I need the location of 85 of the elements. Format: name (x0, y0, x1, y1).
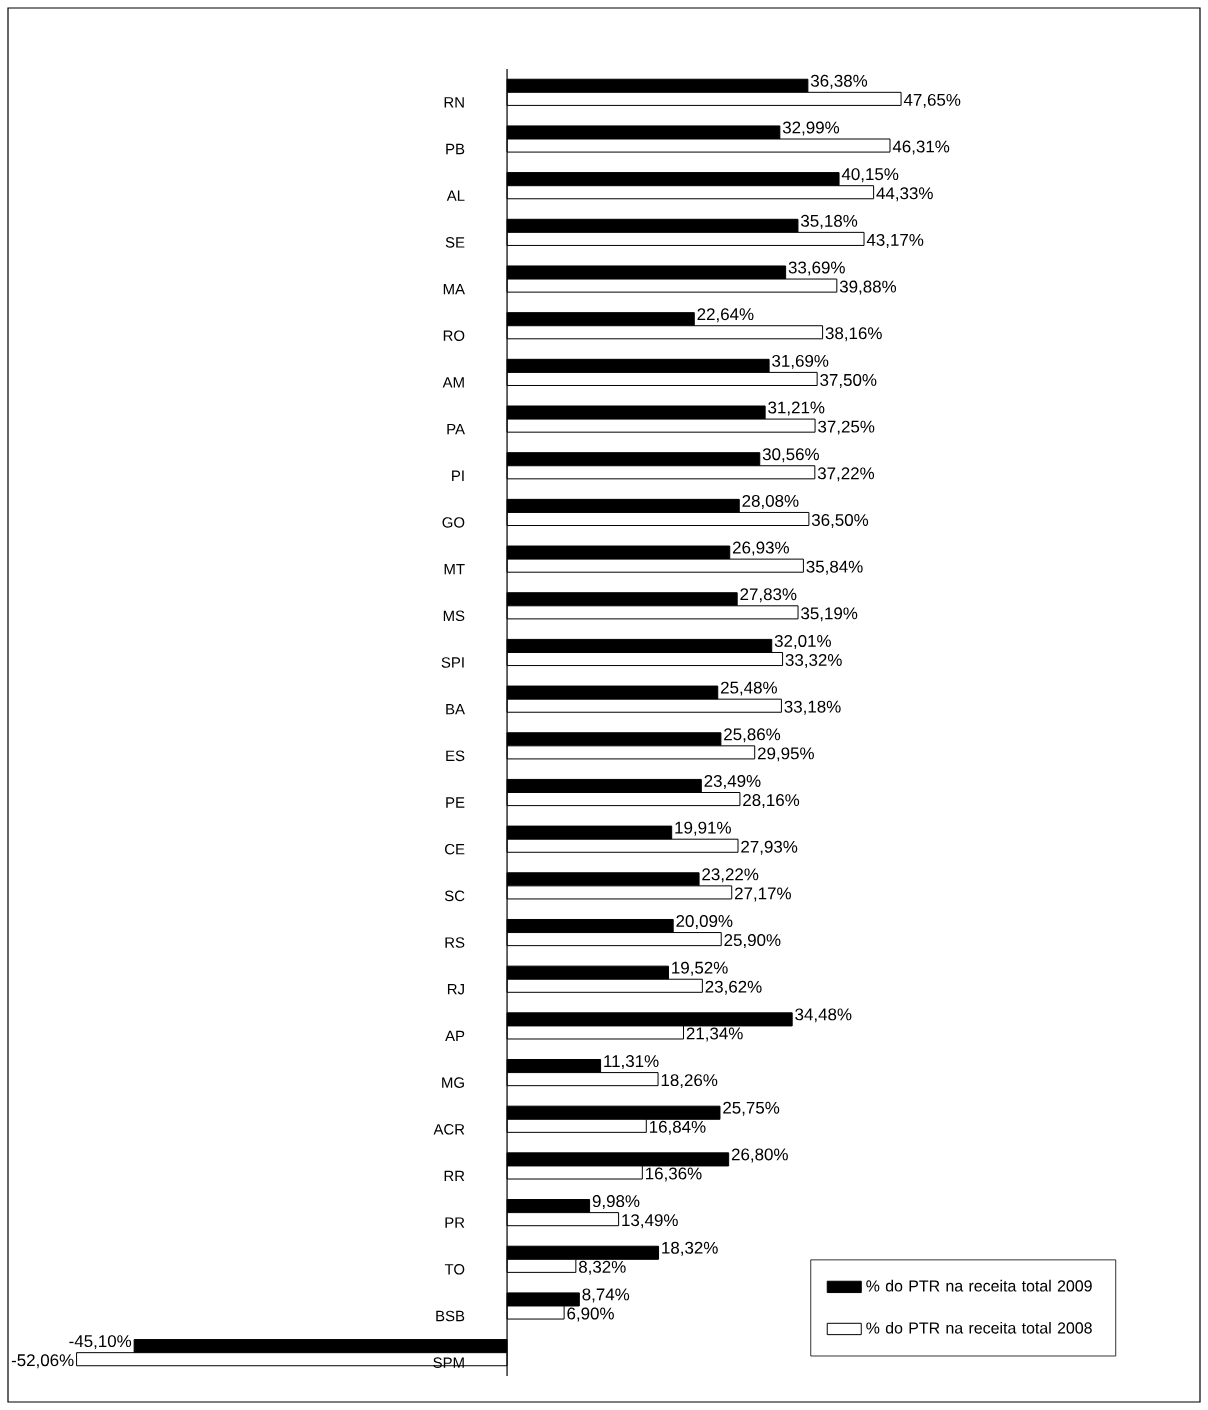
y-tick-label: ES (446, 750, 465, 762)
data-label: 31,69% (772, 354, 829, 369)
y-tick-label: SPI (441, 657, 464, 668)
y-tick-label: PB (446, 143, 465, 155)
data-label: 19,52% (672, 961, 728, 976)
y-tick-label: SE (445, 237, 465, 248)
data-label: -45,10% (69, 1335, 132, 1350)
data-label: 37,25% (818, 420, 875, 435)
data-label: 6,90% (567, 1307, 614, 1322)
data-label: 27,93% (741, 840, 798, 855)
y-tick-label: AL (446, 190, 465, 201)
data-label: 46,31% (892, 140, 950, 155)
data-label: 18,32% (662, 1241, 718, 1256)
data-label: 28,08% (742, 494, 799, 509)
data-label: 31,21% (768, 401, 825, 416)
data-label: 21,34% (686, 1027, 743, 1042)
y-tick-label: ACR (433, 1123, 465, 1135)
y-tick-label: GO (442, 517, 465, 528)
data-label: 25,48% (720, 681, 777, 696)
y-tick-label: TO (444, 1264, 465, 1275)
data-label: 35,18% (801, 214, 858, 229)
data-label: 23,49% (704, 775, 761, 789)
y-tick-label: BA (446, 704, 465, 715)
data-label: 47,65% (903, 93, 961, 108)
data-label: 18,26% (661, 1074, 718, 1089)
y-tick-label: RR (444, 1170, 465, 1182)
data-label: 9,98% (592, 1195, 640, 1210)
data-label: 8,32% (579, 1260, 626, 1275)
data-label: 37,22% (817, 467, 875, 482)
data-label: 32,01% (774, 634, 831, 649)
y-tick-label: PR (445, 1217, 465, 1228)
data-label: 37,50% (820, 373, 877, 388)
y-tick-label: CE (445, 843, 465, 855)
data-label: 25,75% (723, 1101, 780, 1116)
data-label: 28,16% (743, 794, 800, 809)
y-tick-label: AP (445, 1030, 465, 1042)
data-label: 33,69% (788, 261, 845, 276)
data-label: 25,90% (724, 934, 781, 949)
data-label: 19,91% (675, 821, 731, 836)
y-tick-label: PE (446, 797, 465, 808)
data-label: 23,22% (702, 868, 759, 883)
data-label: 39,88% (839, 280, 897, 295)
y-tick-label: BSB (436, 1310, 465, 1322)
data-label: 16,36% (646, 1167, 702, 1182)
data-label: 38,16% (825, 327, 882, 342)
data-label: -52,06% (11, 1354, 74, 1369)
data-label: 33,18% (784, 700, 841, 715)
data-label: 35,84% (806, 560, 863, 575)
data-label: 23,62% (705, 980, 762, 995)
data-label: 20,09% (676, 915, 733, 929)
y-tick-label: PA (447, 423, 465, 435)
data-label: 36,38% (810, 74, 868, 89)
data-label: 33,32% (785, 654, 842, 668)
data-label: 36,50% (811, 513, 869, 528)
data-label: 44,33% (876, 187, 933, 202)
y-tick-label: MT (444, 563, 465, 575)
data-label: 26,93% (732, 541, 789, 556)
y-tick-label: MG (442, 1077, 464, 1088)
y-tick-label: PI (452, 470, 464, 481)
legend-label: % do PTR na receita total 2008 (866, 1321, 1092, 1334)
data-label: 30,56% (762, 448, 819, 463)
legend-label: % do PTR na receita total 2009 (866, 1279, 1092, 1292)
data-label: 29,95% (757, 747, 814, 762)
data-label: 32,99% (782, 121, 840, 136)
data-label: 11,31% (604, 1055, 659, 1070)
data-label: 27,17% (734, 887, 791, 902)
data-label: 26,80% (731, 1148, 788, 1163)
data-label: 27,83% (740, 588, 797, 603)
data-label: 35,19% (801, 607, 858, 622)
data-label: 40,15% (841, 168, 899, 183)
y-tick-label: RN (444, 97, 464, 108)
y-tick-label: SC (444, 890, 465, 902)
data-label: 22,64% (697, 308, 754, 323)
data-label: 8,74% (582, 1288, 630, 1303)
y-tick-label: MS (443, 610, 465, 622)
y-tick-label: AM (442, 377, 464, 388)
y-tick-label: MA (443, 283, 465, 295)
y-tick-label: RS (445, 937, 465, 948)
y-tick-label: RJ (447, 984, 464, 995)
data-label: 43,17% (866, 233, 924, 248)
data-label: 25,86% (724, 728, 781, 743)
data-label: 13,49% (622, 1214, 678, 1229)
y-tick-label: RO (443, 330, 465, 342)
data-label: 16,84% (649, 1120, 706, 1135)
data-label: 34,48% (795, 1008, 852, 1023)
